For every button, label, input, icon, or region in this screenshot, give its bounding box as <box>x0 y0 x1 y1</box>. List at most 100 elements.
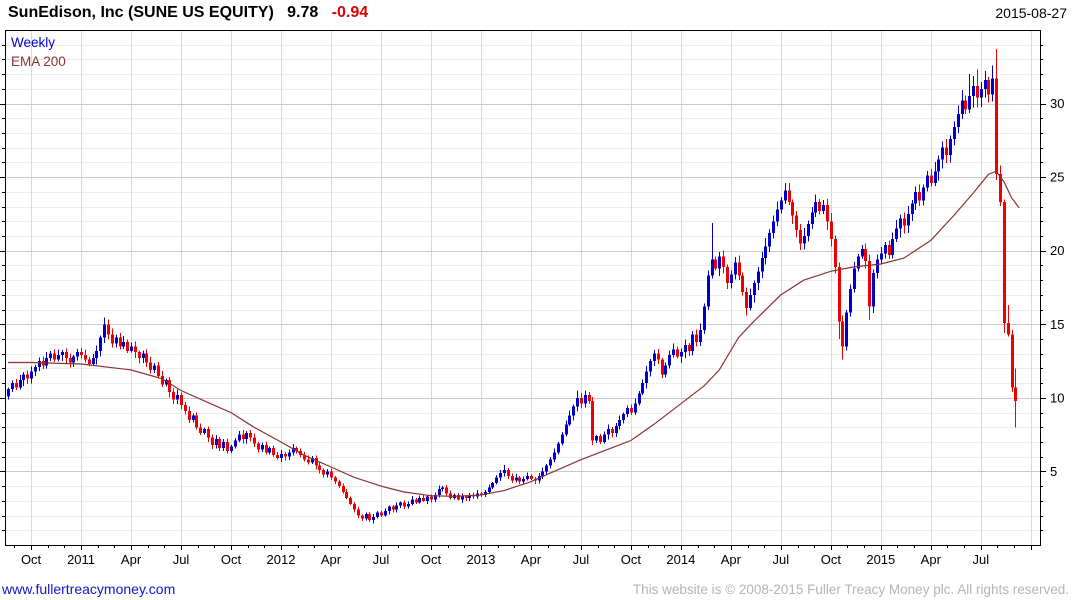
candle-body <box>53 353 56 360</box>
candle-body <box>49 353 52 359</box>
candle-body <box>595 436 598 441</box>
candle-body <box>445 487 448 494</box>
candle-body <box>776 209 779 222</box>
candle-body <box>557 443 560 453</box>
candle-body <box>738 262 741 276</box>
candle-body <box>691 334 694 351</box>
candle-body <box>415 499 418 503</box>
candle-body <box>280 453 283 459</box>
candle-body <box>784 190 787 201</box>
candle-body <box>218 439 221 448</box>
candle-body <box>88 359 91 365</box>
candle-body <box>880 253 883 260</box>
candle-body <box>7 389 10 397</box>
candle-body <box>891 238 894 256</box>
candle-body <box>357 509 360 516</box>
candle-body <box>937 159 940 172</box>
candle-body <box>265 444 268 453</box>
candle-body <box>576 397 579 407</box>
candle-body <box>957 113 960 128</box>
instrument-title: SunEdison, Inc (SUNE US EQUITY) <box>8 4 274 21</box>
candle-body <box>368 514 371 520</box>
x-axis-label: Apr <box>121 552 142 567</box>
candle-body <box>276 455 279 459</box>
candle-body <box>234 440 237 447</box>
candle-body <box>753 283 756 295</box>
candle-body <box>695 334 698 342</box>
candle-body <box>372 517 375 520</box>
candle-body <box>441 487 444 490</box>
candle-body <box>288 452 291 457</box>
candle-body <box>149 362 152 370</box>
candle-body <box>899 218 902 229</box>
candle-body <box>126 341 129 351</box>
candle-body <box>57 355 60 360</box>
x-axis-label: Oct <box>21 552 42 567</box>
ema-line <box>8 170 1020 498</box>
candle-body <box>176 394 179 400</box>
candle-body <box>838 266 841 322</box>
candle-body <box>80 352 83 356</box>
x-axis-label: Jul <box>373 552 390 567</box>
candle-body <box>745 291 748 309</box>
candle-body <box>526 475 529 479</box>
candle-body <box>864 249 867 262</box>
candle-body <box>430 496 433 500</box>
candle-body <box>515 477 518 481</box>
candle-body <box>707 275 710 307</box>
candle-body <box>857 256 860 269</box>
candle-body <box>495 477 498 484</box>
candle-body <box>987 80 990 95</box>
candle-body <box>376 512 379 518</box>
chart-date: 2015-08-27 <box>995 5 1067 21</box>
candle-body <box>741 275 744 292</box>
candle-body <box>807 224 810 236</box>
candle-body <box>138 352 141 359</box>
candle-body <box>680 352 683 357</box>
candle-body <box>230 446 233 451</box>
candle-body <box>322 469 325 475</box>
candle-body <box>242 434 245 440</box>
candle-body <box>1014 387 1017 402</box>
candle-body <box>284 453 287 457</box>
candle-body <box>661 359 664 375</box>
candle-body <box>195 415 198 428</box>
candle-body <box>418 497 421 503</box>
candle-body <box>522 478 525 482</box>
candle-body <box>349 497 352 504</box>
candle-body <box>130 346 133 351</box>
grid <box>5 30 1040 545</box>
candle-body <box>1003 202 1006 323</box>
candle-body <box>61 352 64 356</box>
legend-ema-200: EMA 200 <box>11 54 66 69</box>
candle-body <box>630 408 633 413</box>
x-axis-label: Jul <box>173 552 190 567</box>
candle-body <box>703 306 706 331</box>
candle-body <box>841 321 844 347</box>
x-axis-label: Oct <box>221 552 242 567</box>
candle-body <box>961 100 964 114</box>
candle-body <box>334 477 337 482</box>
candle-body <box>65 352 68 359</box>
x-axis-label: Jul <box>573 552 590 567</box>
chart-legend: Weekly EMA 200 <box>11 33 66 71</box>
candle-body <box>549 459 552 466</box>
website-link[interactable]: www.fullertreacymoney.com <box>2 581 176 597</box>
candle-body <box>99 337 102 351</box>
candle-body <box>657 353 660 360</box>
candle-body <box>668 355 671 366</box>
candle-body <box>814 202 817 213</box>
legend-timeframe: Weekly <box>11 35 56 50</box>
candle-body <box>603 434 606 442</box>
candle-body <box>722 256 725 267</box>
candle-body <box>226 442 229 451</box>
candle-body <box>618 419 621 426</box>
candle-body <box>119 337 122 347</box>
candle-body <box>72 356 75 363</box>
candle-body <box>165 380 168 385</box>
candle-body <box>272 447 275 456</box>
candle-body <box>15 383 18 388</box>
candle-body <box>426 496 429 501</box>
x-axis-label: Apr <box>921 552 942 567</box>
